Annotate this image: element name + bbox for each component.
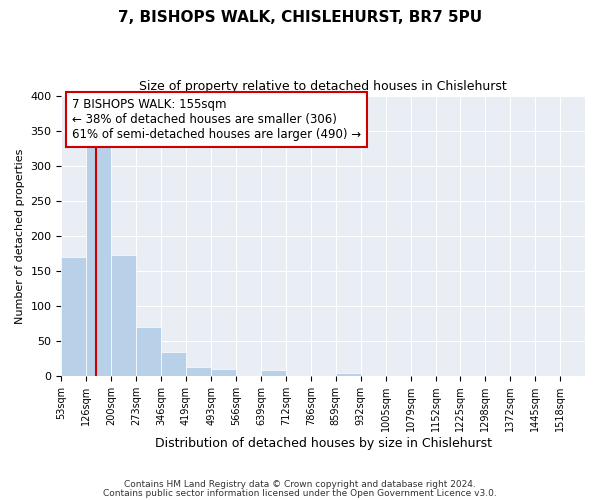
- Text: 7, BISHOPS WALK, CHISLEHURST, BR7 5PU: 7, BISHOPS WALK, CHISLEHURST, BR7 5PU: [118, 10, 482, 25]
- Bar: [186, 367, 211, 376]
- X-axis label: Distribution of detached houses by size in Chislehurst: Distribution of detached houses by size …: [155, 437, 492, 450]
- Bar: [136, 327, 161, 376]
- Title: Size of property relative to detached houses in Chislehurst: Size of property relative to detached ho…: [139, 80, 507, 93]
- Bar: [112, 256, 136, 376]
- Bar: [336, 374, 361, 376]
- Bar: [261, 370, 286, 376]
- Bar: [161, 352, 186, 376]
- Bar: [211, 369, 236, 376]
- Text: Contains HM Land Registry data © Crown copyright and database right 2024.: Contains HM Land Registry data © Crown c…: [124, 480, 476, 489]
- Bar: [86, 144, 112, 376]
- Text: 7 BISHOPS WALK: 155sqm
← 38% of detached houses are smaller (306)
61% of semi-de: 7 BISHOPS WALK: 155sqm ← 38% of detached…: [72, 98, 361, 142]
- Y-axis label: Number of detached properties: Number of detached properties: [15, 148, 25, 324]
- Bar: [61, 257, 86, 376]
- Text: Contains public sector information licensed under the Open Government Licence v3: Contains public sector information licen…: [103, 488, 497, 498]
